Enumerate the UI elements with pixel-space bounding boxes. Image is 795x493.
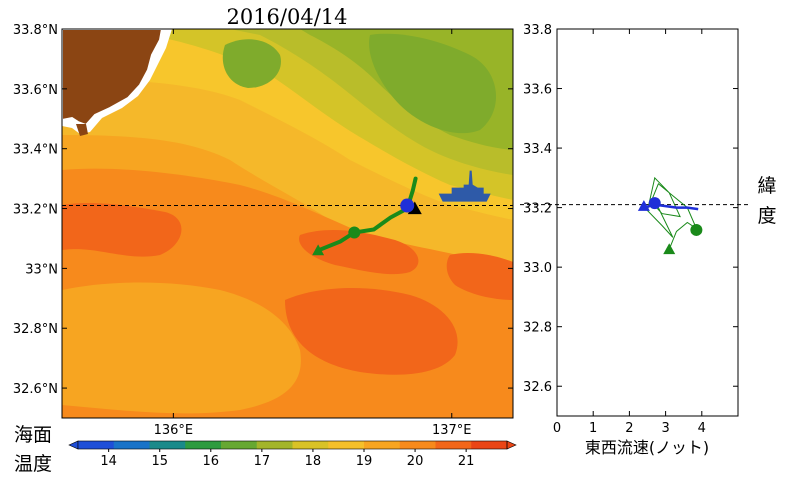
colorbar-segment [256,441,293,449]
colorbar-segments [68,440,517,450]
colorbar-ticks: 14 15 16 17 18 19 20 21 [100,449,474,469]
temp-band-21-east [446,252,513,300]
temp-band-21-west [62,202,182,257]
temp-band-21-center [299,230,419,275]
profile-y-tick-label: 32.6 [523,380,552,395]
profile-y-tick-label: 33.8 [523,23,552,38]
temp-band-21-south [285,288,458,375]
ship-icon [438,170,491,202]
profile-frame [556,28,739,417]
map-x-tick-label: 136°E [154,423,194,438]
temp-band-17-green-patch-2 [369,33,497,134]
colorbar-segment [149,441,186,449]
map-x-tick-label: 137°E [432,423,472,438]
colorbar-label-line2: 温度 [14,453,52,475]
profile-series-end-marker [648,197,661,210]
profile-x-tick-label: 0 [553,421,561,436]
profile-y-axis: 33.8 33.6 33.4 33.2 33.0 32.8 32.6 [523,23,738,395]
colorbar-high-extend [506,440,517,450]
colorbar-segment [364,441,401,449]
profile-y-tick-label: 33.0 [523,261,552,276]
colorbar-low-extend [68,440,79,450]
profile-series-start-marker [663,243,676,255]
colorbar-segment [185,441,222,449]
current-profile-plot: 33.8 33.6 33.4 33.2 33.0 32.8 32.6 0 1 2 3 4 東西流速(… [520,23,777,457]
colorbar-segment [78,441,115,449]
colorbar-tick-label: 15 [151,454,168,469]
land-cape-tip [76,124,88,136]
profile-y-tick-label: 32.8 [523,321,552,336]
profile-y-tick-label: 33.2 [523,202,552,217]
map-y-tick-label: 32.6°N [13,382,58,397]
map-frame [61,28,514,419]
map-track-mid-marker [348,226,361,239]
colorbar-segment [435,441,472,449]
colorbar-outline [77,440,508,450]
colorbar-segment [221,441,258,449]
land-coast-white [62,29,172,134]
colorbar-tick-label: 20 [407,454,424,469]
profile-xlabel: 東西流速(ノット) [585,438,709,457]
map-y-tick-label: 33.6°N [13,83,58,98]
profile-x-tick-label: 1 [589,421,597,436]
profile-y-tick-label: 33.4 [523,142,552,157]
colorbar-segment [471,441,508,449]
profile-y-tick-label: 33.6 [523,83,552,98]
map-track-start-marker [312,244,325,256]
map-y-tick-label: 33.2°N [13,203,58,218]
colorbar-segment [113,441,150,449]
profile-ylabel-char-2: 度 [757,205,776,227]
colorbar-tick-label: 17 [254,454,271,469]
colorbar-segment [399,441,436,449]
sea-temperature-map: 2016/04/14 33.8°N33.6°N33.4°N33.2°N33°N3… [13,5,514,438]
temp-band-17-green-patch [222,39,281,88]
colorbar: 海面 温度 14 15 16 17 18 19 20 21 [14,424,517,475]
colorbar-tick-label: 18 [305,454,322,469]
temperature-field [62,29,513,418]
map-title: 2016/04/14 [226,5,347,29]
map-y-tick-label: 32.8°N [13,322,58,337]
profile-series [637,176,703,255]
colorbar-segment [328,441,365,449]
colorbar-segment [292,441,329,449]
colorbar-label-line1: 海面 [14,424,52,446]
colorbar-tick-label: 14 [100,454,117,469]
ship-hull [438,170,491,202]
profile-series-start-marker [637,200,650,211]
map-current-position-marker [400,198,415,213]
profile-x-tick-label: 4 [698,421,706,436]
profile-ylabel-char-1: 緯 [757,175,776,197]
map-y-axis: 33.8°N 33.6°N 33.4°N 33.2°N 33°N 32.8°N 32.6°N [13,23,513,397]
map-track-line [316,176,418,253]
colorbar-tick-label: 21 [458,454,475,469]
profile-x-tick-label: 2 [625,421,633,436]
profile-x-axis: 0 1 2 3 4 [553,29,706,436]
map-y-tick-label: 33°N [25,262,58,277]
map-y-tick-label: 33.8°N [13,23,58,38]
temp-band-20-mid [62,282,301,414]
map-x-axis: 136°E 137°E [154,29,472,438]
profile-x-tick-label: 3 [661,421,669,436]
colorbar-tick-label: 19 [356,454,373,469]
map-y-tick-label: 33.4°N [13,143,58,158]
profile-series-end-marker [690,223,703,236]
colorbar-tick-label: 16 [203,454,220,469]
